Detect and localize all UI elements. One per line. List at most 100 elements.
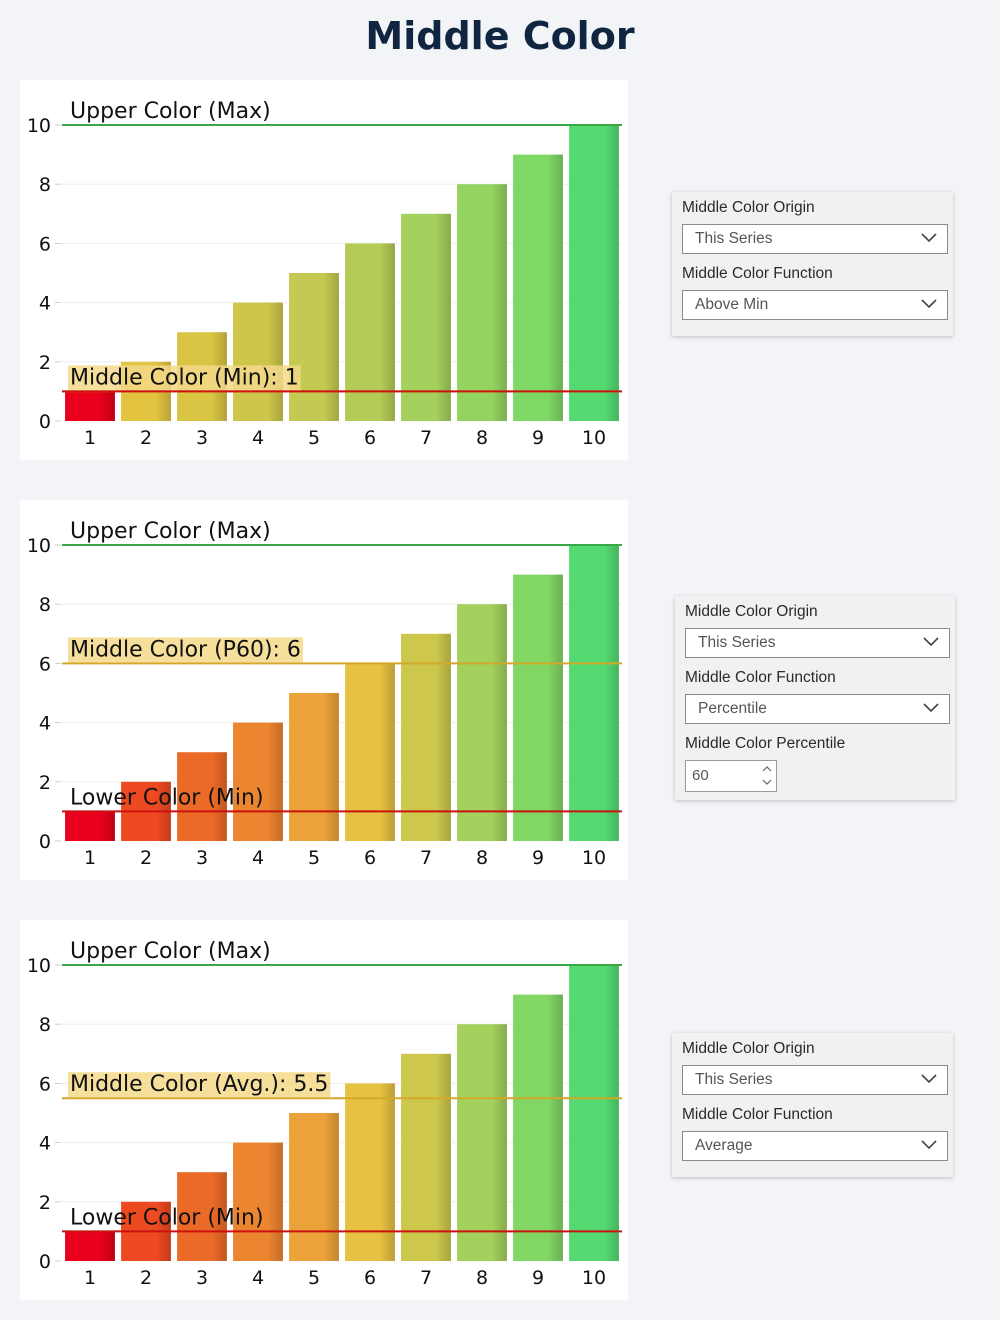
y-tick-label: 0 bbox=[39, 411, 51, 433]
bar bbox=[513, 574, 563, 841]
x-tick-label: 7 bbox=[420, 847, 432, 869]
x-tick-label: 3 bbox=[196, 1267, 208, 1289]
settings-panel-above-min: Middle Color Origin This Series Middle C… bbox=[672, 192, 953, 336]
reference-label-background bbox=[68, 365, 301, 391]
y-tick-label: 4 bbox=[39, 713, 51, 735]
bar bbox=[569, 545, 619, 841]
stepper-up-icon[interactable] bbox=[760, 762, 774, 776]
reference-label-background bbox=[68, 1072, 331, 1098]
y-tick-label: 8 bbox=[39, 1014, 51, 1036]
reference-line-label: Upper Color (Max) bbox=[70, 939, 271, 964]
bar bbox=[457, 1024, 507, 1261]
bar bbox=[289, 1113, 339, 1261]
y-tick-label: 6 bbox=[39, 1073, 51, 1095]
bar bbox=[345, 663, 395, 841]
select-value: Percentile bbox=[698, 700, 767, 717]
y-tick-label: 0 bbox=[39, 1251, 51, 1273]
middle-color-origin-select[interactable]: This Series bbox=[682, 224, 948, 254]
reference-line-label: Middle Color (Min): 1 bbox=[70, 365, 299, 390]
reference-label-background bbox=[68, 637, 303, 663]
y-tick-label: 10 bbox=[27, 115, 51, 137]
y-tick-label: 6 bbox=[39, 653, 51, 675]
x-tick-label: 3 bbox=[196, 427, 208, 449]
bar bbox=[233, 722, 283, 841]
bar bbox=[177, 1172, 227, 1261]
x-tick-label: 6 bbox=[364, 847, 376, 869]
reference-line-label: Lower Color (Min) bbox=[70, 785, 264, 810]
y-tick-label: 10 bbox=[27, 955, 51, 977]
x-tick-label: 4 bbox=[252, 1267, 264, 1289]
y-tick-label: 8 bbox=[39, 594, 51, 616]
select-value: Average bbox=[695, 1137, 753, 1154]
middle-color-function-select[interactable]: Percentile bbox=[685, 694, 950, 724]
x-tick-label: 10 bbox=[582, 1267, 606, 1289]
bar bbox=[457, 604, 507, 841]
bar bbox=[401, 213, 451, 421]
chart-card-percentile: 0 2 4 6 8 10 1 2 3 4 5 6 7 8 9 10 Upper Color (Max) Middl… bbox=[20, 500, 628, 880]
middle-color-function-select[interactable]: Above Min bbox=[682, 290, 948, 320]
x-tick-label: 8 bbox=[476, 847, 488, 869]
middle-color-function-label: Middle Color Function bbox=[685, 669, 836, 686]
bar bbox=[177, 752, 227, 841]
y-tick-label: 2 bbox=[39, 772, 51, 794]
chevron-down-icon bbox=[921, 1140, 937, 1150]
x-tick-label: 6 bbox=[364, 427, 376, 449]
bar bbox=[65, 1231, 115, 1261]
middle-color-origin-label: Middle Color Origin bbox=[682, 199, 815, 216]
select-value: Above Min bbox=[695, 296, 769, 313]
bar bbox=[345, 1083, 395, 1261]
reference-line-label: Upper Color (Max) bbox=[70, 519, 271, 544]
bar bbox=[233, 1142, 283, 1261]
x-tick-label: 7 bbox=[420, 1267, 432, 1289]
x-tick-label: 2 bbox=[140, 427, 152, 449]
y-tick-label: 4 bbox=[39, 1133, 51, 1155]
bar bbox=[289, 273, 339, 421]
bar bbox=[569, 965, 619, 1261]
reference-line-label: Upper Color (Max) bbox=[70, 99, 271, 124]
x-tick-label: 9 bbox=[532, 847, 544, 869]
bar bbox=[65, 811, 115, 841]
middle-color-percentile-label: Middle Color Percentile bbox=[685, 735, 846, 752]
middle-color-origin-select[interactable]: This Series bbox=[682, 1065, 948, 1095]
bar bbox=[345, 243, 395, 421]
bar bbox=[233, 302, 283, 421]
chevron-down-icon bbox=[921, 299, 937, 309]
middle-color-origin-select[interactable]: This Series bbox=[685, 628, 950, 658]
bar bbox=[457, 184, 507, 421]
x-tick-label: 5 bbox=[308, 847, 320, 869]
x-tick-label: 5 bbox=[308, 1267, 320, 1289]
page-title: Middle Color bbox=[365, 14, 635, 58]
x-tick-label: 4 bbox=[252, 847, 264, 869]
x-tick-label: 9 bbox=[532, 427, 544, 449]
middle-color-percentile-stepper[interactable]: 60 bbox=[685, 760, 777, 792]
x-tick-label: 3 bbox=[196, 847, 208, 869]
chart-card-above-min: 0 2 4 6 8 10 1 2 3 4 5 6 7 8 9 10 Upper Color (Max) Middl… bbox=[20, 80, 628, 460]
bar bbox=[569, 125, 619, 421]
select-value: This Series bbox=[695, 1071, 773, 1088]
x-tick-label: 5 bbox=[308, 427, 320, 449]
bar bbox=[401, 1053, 451, 1261]
x-tick-label: 2 bbox=[140, 1267, 152, 1289]
settings-panel-percentile: Middle Color Origin This Series Middle C… bbox=[675, 596, 955, 800]
select-value: This Series bbox=[695, 230, 773, 247]
x-tick-label: 1 bbox=[84, 427, 96, 449]
x-tick-label: 4 bbox=[252, 427, 264, 449]
bar bbox=[289, 693, 339, 841]
bar bbox=[513, 994, 563, 1261]
reference-line-label: Lower Color (Min) bbox=[70, 1205, 264, 1230]
reference-line-label: Middle Color (P60): 6 bbox=[70, 637, 301, 662]
y-tick-label: 8 bbox=[39, 174, 51, 196]
bar bbox=[401, 633, 451, 841]
chevron-down-icon bbox=[921, 1074, 937, 1084]
stepper-value: 60 bbox=[692, 767, 709, 784]
middle-color-function-label: Middle Color Function bbox=[682, 1106, 833, 1123]
bar bbox=[513, 154, 563, 421]
stepper-down-icon[interactable] bbox=[760, 776, 774, 790]
x-tick-label: 8 bbox=[476, 427, 488, 449]
select-value: This Series bbox=[698, 634, 776, 651]
x-tick-label: 10 bbox=[582, 427, 606, 449]
chart-card-average: 0 2 4 6 8 10 1 2 3 4 5 6 7 8 9 10 Upper Color (Max) Middl… bbox=[20, 920, 628, 1300]
middle-color-function-select[interactable]: Average bbox=[682, 1131, 948, 1161]
